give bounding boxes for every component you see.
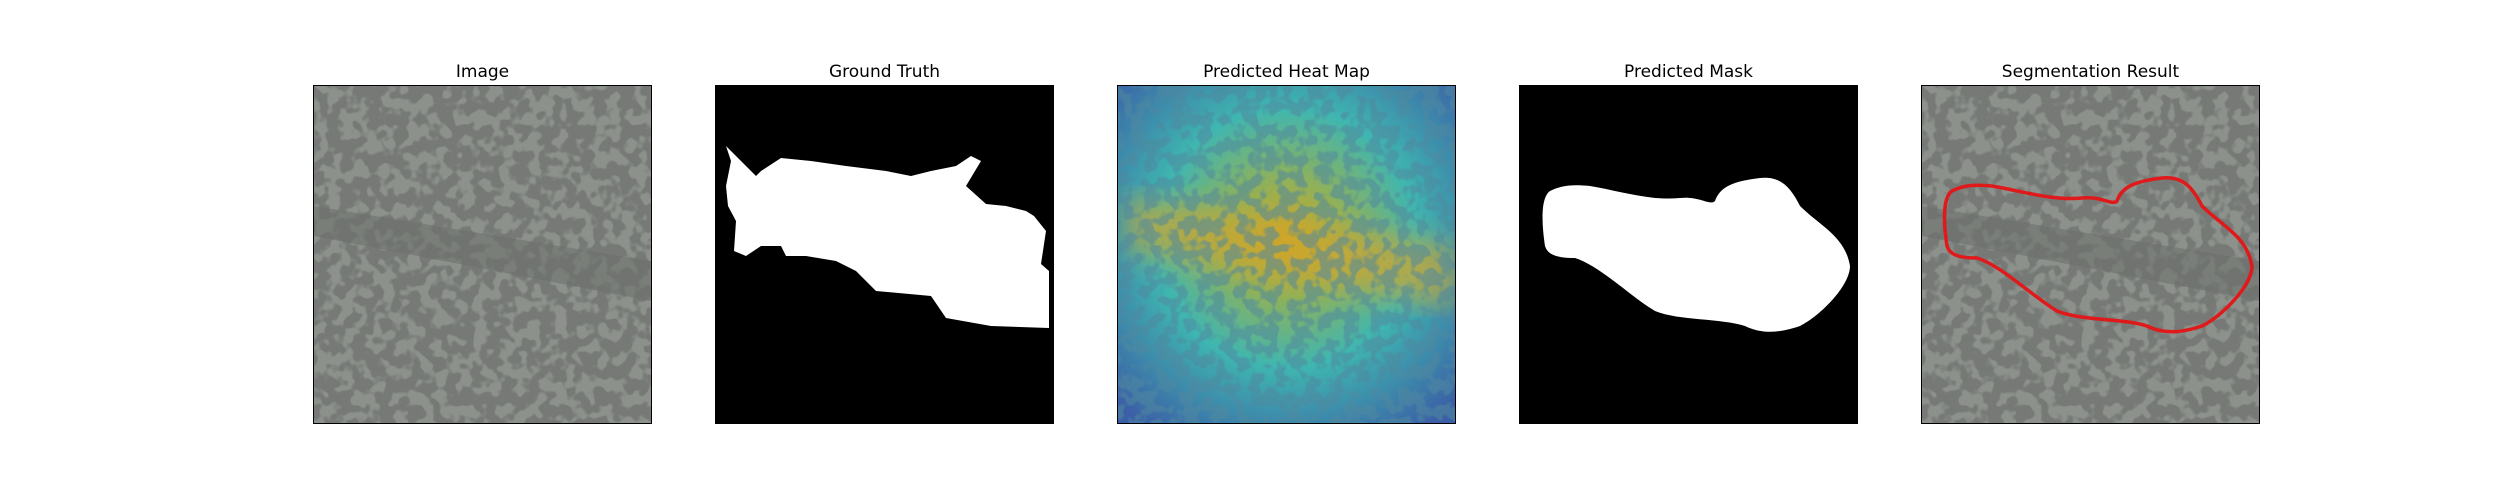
heat-map-image	[1118, 86, 1455, 423]
ground-truth-region	[726, 146, 1049, 328]
panel-title-segmentation-result: Segmentation Result	[2001, 62, 2180, 82]
predicted-mask-region	[1542, 177, 1850, 332]
panel-title-image: Image	[455, 62, 510, 82]
panel-title-predicted-mask: Predicted Mask	[1624, 62, 1753, 82]
texture-image	[314, 86, 651, 423]
segmentation-overlay	[1922, 86, 2259, 423]
panel-title-heat-map: Predicted Heat Map	[1203, 62, 1370, 82]
image-frame	[313, 85, 652, 424]
panel-title-ground-truth: Ground Truth	[828, 62, 941, 82]
heat-map-frame	[1117, 85, 1456, 424]
segmentation-result-frame	[1921, 85, 2260, 424]
predicted-mask	[1520, 86, 1857, 423]
ground-truth-frame	[715, 85, 1054, 424]
predicted-mask-frame	[1519, 85, 1858, 424]
segmentation-contour	[1942, 176, 2254, 334]
ground-truth-mask	[716, 86, 1053, 423]
